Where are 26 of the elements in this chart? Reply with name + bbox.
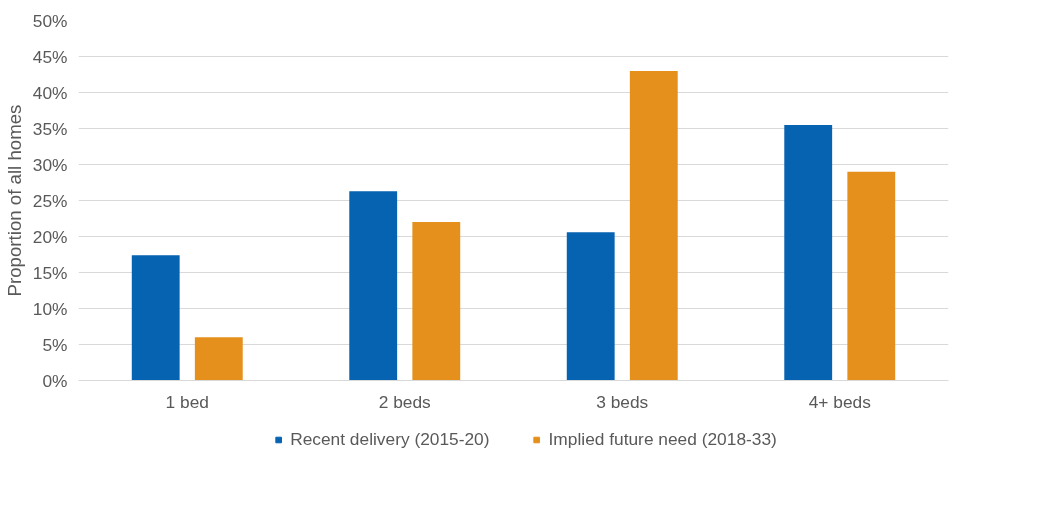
x-tick-label: 4+ beds xyxy=(808,391,872,412)
bar xyxy=(566,232,615,381)
bar xyxy=(629,70,678,381)
bar xyxy=(847,171,896,381)
x-tick-label: 3 beds xyxy=(596,391,649,412)
y-tick-label: 40% xyxy=(32,82,68,103)
y-tick-label: 0% xyxy=(42,370,68,391)
y-tick-label: 10% xyxy=(32,298,68,319)
y-tick-label: 30% xyxy=(32,154,68,175)
y-axis-title: Proportion of all homes xyxy=(3,104,25,297)
y-tick-label: 15% xyxy=(32,262,68,283)
bar xyxy=(784,124,833,381)
x-tick-label: 1 bed xyxy=(165,391,209,412)
y-tick-label: 5% xyxy=(42,334,68,355)
bar xyxy=(412,222,461,381)
bar xyxy=(131,255,180,381)
x-tick-label: 2 beds xyxy=(378,391,432,412)
y-tick-label: 35% xyxy=(32,118,68,139)
y-tick-label: 25% xyxy=(32,190,68,211)
legend-label: Recent delivery (2015-20) xyxy=(290,428,490,450)
legend-label: Implied future need (2018-33) xyxy=(548,428,777,450)
y-tick-label: 50% xyxy=(32,10,68,31)
y-tick-label: 45% xyxy=(32,46,68,67)
bar xyxy=(349,191,398,381)
y-tick-label: 20% xyxy=(32,226,68,247)
bar xyxy=(194,337,243,381)
